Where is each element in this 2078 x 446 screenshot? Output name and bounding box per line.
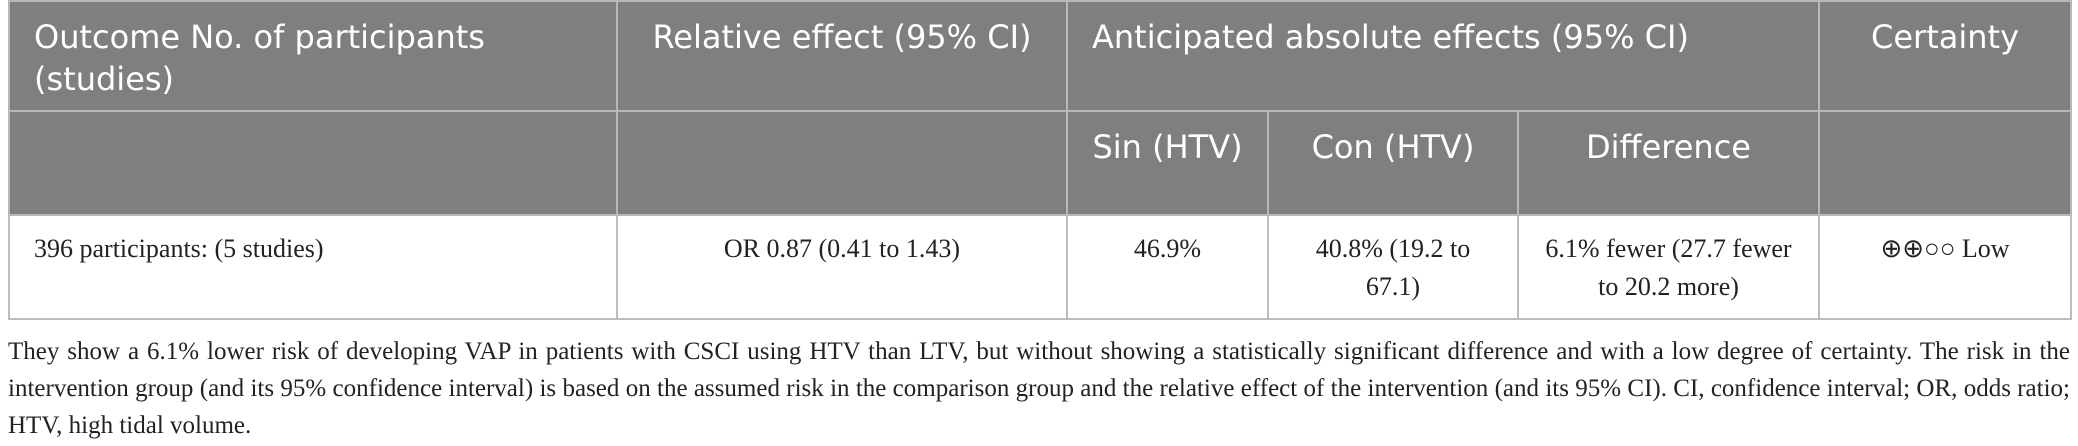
summary-of-findings-table-container: Outcome No. of participants (studies) Re… xyxy=(8,0,2073,320)
table-row: 396 participants: (5 studies) OR 0.87 (0… xyxy=(8,214,2073,320)
cell-certainty: ⊕⊕○○ Low xyxy=(1818,214,2073,320)
cell-outcome: 396 participants: (5 studies) xyxy=(8,214,618,320)
cell-sin: 46.9% xyxy=(1066,214,1269,320)
header-sub-empty-relative xyxy=(616,110,1068,216)
table-footnote: They show a 6.1% lower risk of developin… xyxy=(8,338,2070,439)
header-con: Con (HTV) xyxy=(1267,110,1519,216)
summary-of-findings-table: Outcome No. of participants (studies) Re… xyxy=(8,0,2073,320)
header-relative-effect: Relative effect (95% CI) xyxy=(616,0,1068,112)
header-row-sub: Sin (HTV) Con (HTV) Difference xyxy=(8,110,2073,216)
header-anticipated-effects: Anticipated absolute effects (95% CI) xyxy=(1065,0,1821,112)
header-certainty: Certainty xyxy=(1818,0,2073,112)
cell-con: 40.8% (19.2 to 67.1) xyxy=(1267,214,1519,320)
header-row-main: Outcome No. of participants (studies) Re… xyxy=(8,0,2073,112)
header-sub-empty-outcome xyxy=(8,110,618,216)
header-outcome: Outcome No. of participants (studies) xyxy=(8,0,618,112)
header-difference: Difference xyxy=(1516,110,1821,216)
header-sub-empty-certainty xyxy=(1818,110,2073,216)
cell-difference: 6.1% fewer (27.7 fewer to 20.2 more) xyxy=(1516,214,1821,320)
header-sin: Sin (HTV) xyxy=(1066,110,1269,216)
cell-relative-effect: OR 0.87 (0.41 to 1.43) xyxy=(616,214,1068,320)
